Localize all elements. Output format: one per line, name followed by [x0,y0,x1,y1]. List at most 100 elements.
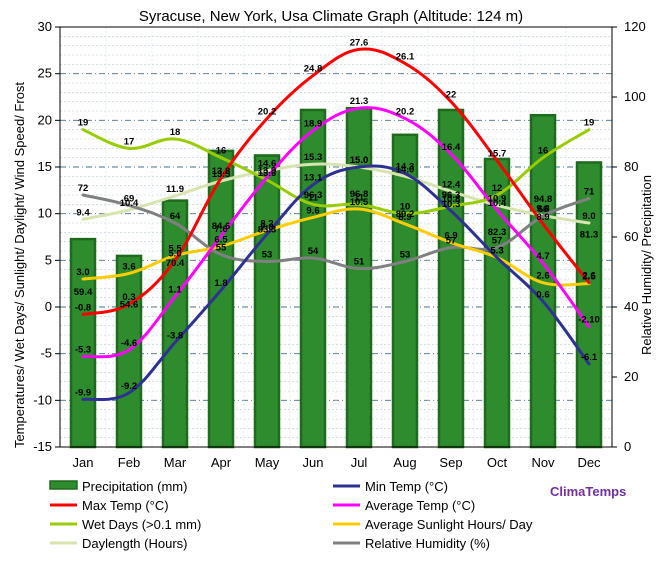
sunlight-data-label: 8.9 [398,212,411,223]
tmax-data-label: 20.2 [258,106,277,117]
tmax-data-label: 5.0 [168,248,181,259]
humidity-data-label: 57 [446,236,457,247]
y-left-tick-label: 25 [38,66,52,81]
sunlight-data-label: 8.2 [260,218,273,229]
y-right-tick-label: 100 [624,89,646,104]
tmin-data-label: -6.1 [581,352,598,363]
daylength-data-label: 9.4 [76,207,90,218]
tavg-data-label: 20.2 [396,106,415,117]
humidity-data-label: 69 [124,194,135,205]
x-tick-label: Sep [439,455,462,470]
tavg-line [81,106,591,359]
humidity-data-label: 57 [492,236,503,247]
tmin-data-label: -3.8 [167,330,183,341]
tmax-data-label: 0.3 [122,292,135,303]
x-tick-label: Jan [73,455,94,470]
tmax-data-label: 15.7 [488,148,507,159]
wetdays-data-label: 11 [354,192,365,203]
y-right-tick-label: 80 [624,159,638,174]
wetdays-data-label: 10.8 [442,194,461,205]
daylength-data-label: 12.4 [442,179,461,190]
wetdays-data-label: 19 [584,118,595,129]
tavg-data-label: 21.3 [350,96,369,107]
humidity-data-label: 54 [308,246,319,257]
legend-swatch-precipitation [49,480,78,490]
y-right-tick-label: 0 [624,439,631,454]
precip-data-label: 81.3 [580,230,599,241]
tmin-data-label: 13.1 [304,173,323,184]
tmin-data-label: -9.9 [75,387,91,398]
y-left-tick-label: 0 [45,299,52,314]
daylength-data-label: 10.4 [120,198,139,209]
precip-data-label: 84.6 [212,221,231,232]
legend-label-tavg: Average Temp (°C) [365,498,475,513]
precipitation-bar [575,161,603,449]
tmin-data-label: 7.8 [260,222,273,233]
y-right-tick-label: 20 [624,369,638,384]
tavg-data-label: -2.10 [578,315,600,326]
tmax-data-label: 26.1 [396,51,415,62]
wetdays-data-label: 13.6 [258,168,277,179]
y-left-tick-label: -5 [40,346,52,361]
precip-data-label: 82.3 [488,227,507,238]
sunlight-data-label: 2.6 [536,271,549,282]
sunlight-data-label: 3.0 [76,267,89,278]
daylength-data-label: 9.8 [536,204,549,215]
legend-label-wetdays: Wet Days (>0.1 mm) [82,517,201,532]
tavg-data-label: -4.6 [121,338,137,349]
sunlight-data-label: 5.5 [168,244,182,255]
tmin-data-label: 0.6 [536,289,549,300]
precip-data-label: 54.6 [120,300,139,311]
wetdays-line [81,128,591,216]
y-left-tick-label: 5 [45,252,52,267]
tmax-data-label: 2.6 [582,271,595,282]
x-tick-label: Oct [487,455,508,470]
sunlight-data-label: 9.6 [306,205,319,216]
tmax-data-label: -0.8 [75,302,91,313]
tavg-data-label: 7.6 [214,224,227,235]
y-left-tick-label: 20 [38,112,52,127]
tavg-data-label: 4.7 [536,251,549,262]
brand-label: ClimaTemps [550,484,626,499]
precip-data-label: 83.3 [258,224,277,235]
tmin-line [81,164,591,402]
daylength-data-label: 15.3 [304,152,323,163]
precipitation-bar [253,154,281,449]
tmax-data-label: 24.8 [304,64,323,75]
tmin-data-label: 5.3 [490,246,503,257]
sunlight-data-label: 2.5 [582,272,596,283]
wetdays-data-label: 16 [216,146,227,157]
tmax-data-label: 13.8 [212,166,231,177]
daylength-data-label: 9.0 [582,211,595,222]
wetdays-data-label: 10 [400,202,411,213]
daylength-data-label: 10.9 [488,193,507,204]
humidity-data-label: 66 [538,204,549,215]
humidity-data-label: 51 [354,257,365,268]
precip-data-label: 59.4 [74,287,93,298]
chart-title: Syracuse, New York, Usa Climate Graph (A… [139,8,523,25]
x-tick-label: Jul [351,455,368,470]
humidity-data-label: 53 [400,250,411,261]
humidity-data-label: 53 [262,250,273,261]
precipitation-bar [115,254,143,449]
daylength-data-label: 15.0 [350,155,369,166]
legend-label-precip: Precipitation (mm) [82,479,187,494]
tmax-data-label: 22 [446,90,457,101]
wetdays-data-label: 12 [492,183,503,194]
tmax-data-label: 27.6 [350,37,369,48]
tavg-data-label: 18.9 [304,119,323,130]
y-left-tick-label: 10 [38,206,52,221]
x-tick-label: Jun [303,455,324,470]
sunlight-data-label: 10.5 [350,197,369,208]
y-axis-left-label: Temperatures/ Wet Days/ Sunlight/ Daylig… [12,82,27,448]
humidity-data-label: 55 [216,243,227,254]
humidity-data-label: 71 [584,187,595,198]
tmin-data-label: 10.3 [442,199,461,210]
legend-label-tmax: Max Temp (°C) [82,498,169,513]
tmin-data-label: 14.3 [396,162,415,173]
tavg-data-label: -5.3 [75,344,91,355]
tmin-data-label: 15.0 [350,155,369,166]
y-left-tick-label: -10 [33,392,52,407]
humidity-line [81,193,591,271]
x-tick-label: Dec [577,455,601,470]
